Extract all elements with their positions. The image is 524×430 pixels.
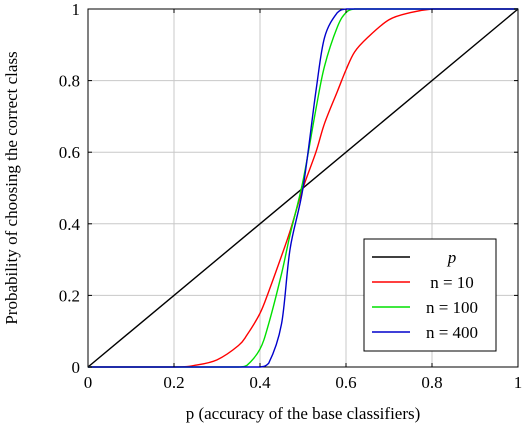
y-tick-label: 1 [72,0,81,19]
legend-label: n = 400 [426,323,478,342]
series-line-n-400 [88,8,518,368]
x-tick-label: 0.2 [163,373,184,392]
y-tick-label: 0.2 [59,286,80,305]
y-tick-label: 0.4 [59,215,81,234]
ticks: 0 0.2 0.4 0.6 0.8 1 0 0.2 0.4 0.6 0.8 1 [59,0,523,392]
legend-label: p [447,248,457,267]
x-tick-label: 0.8 [421,373,442,392]
y-axis-label: Probability of choosing the correct clas… [2,51,21,324]
x-tick-label: 0.6 [335,373,356,392]
legend: p n = 10 n = 100 n = 400 [363,238,497,352]
y-tick-label: 0 [72,358,81,377]
legend-label: n = 100 [426,298,478,317]
y-tick-label: 0.6 [59,143,80,162]
x-tick-label: 1 [514,373,523,392]
y-tick-label: 0.8 [59,72,80,91]
legend-label: n = 10 [430,273,474,292]
series-line-n-10 [88,8,518,368]
x-tick-label: 0.4 [249,373,271,392]
plot-frame [87,8,519,368]
x-axis-label: p (accuracy of the base classifiers) [186,404,421,423]
x-tick-label: 0 [84,373,93,392]
series-layer [87,8,519,368]
